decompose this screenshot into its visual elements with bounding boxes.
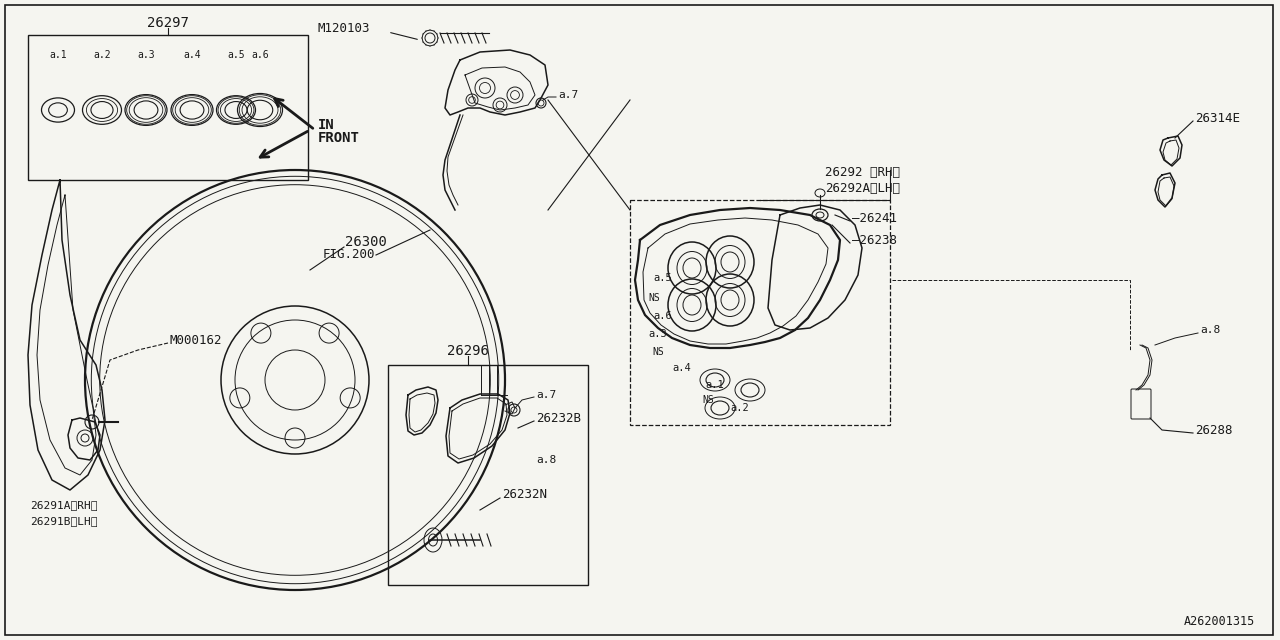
Bar	[388, 365, 588, 585]
Text: a.6: a.6	[653, 311, 672, 321]
Text: a.1: a.1	[705, 380, 723, 390]
Text: M000162: M000162	[170, 333, 223, 346]
Text: —26241: —26241	[852, 211, 897, 225]
Text: 26296: 26296	[447, 344, 489, 358]
Text: FIG.200: FIG.200	[323, 248, 375, 262]
Text: a.2: a.2	[730, 403, 749, 413]
Text: a.3: a.3	[648, 329, 667, 339]
Text: 26292 〈RH〉: 26292 〈RH〉	[826, 166, 900, 179]
Text: 26300: 26300	[346, 235, 387, 249]
Text: a.6: a.6	[251, 50, 269, 60]
Text: 26288: 26288	[1196, 424, 1233, 436]
Text: NS: NS	[701, 395, 714, 405]
Text: a.7: a.7	[558, 90, 579, 100]
Text: a.3: a.3	[137, 50, 155, 60]
Text: 26232N: 26232N	[502, 488, 547, 502]
Text: FRONT: FRONT	[317, 131, 360, 145]
Text: NS: NS	[648, 293, 659, 303]
Bar	[28, 35, 308, 180]
Text: a.8: a.8	[1201, 325, 1220, 335]
Text: IN: IN	[317, 118, 335, 132]
Text: 26291A〈RH〉: 26291A〈RH〉	[29, 500, 97, 510]
Text: a.4: a.4	[183, 50, 201, 60]
Text: 26292A〈LH〉: 26292A〈LH〉	[826, 182, 900, 195]
Text: a.7: a.7	[536, 390, 557, 400]
Text: 26314E: 26314E	[1196, 111, 1240, 125]
Text: M120103: M120103	[317, 22, 370, 35]
Text: a.4: a.4	[672, 363, 691, 373]
Text: 26291B〈LH〉: 26291B〈LH〉	[29, 516, 97, 526]
Text: 26297: 26297	[147, 16, 189, 30]
Text: 26232B: 26232B	[536, 412, 581, 424]
Text: a.1: a.1	[49, 50, 67, 60]
Text: —26238: —26238	[852, 234, 897, 246]
Bar	[630, 200, 890, 425]
Text: a.5: a.5	[653, 273, 672, 283]
Text: A262001315: A262001315	[1184, 615, 1254, 628]
Text: NS: NS	[652, 347, 664, 357]
Text: a.2: a.2	[93, 50, 111, 60]
Text: a.8: a.8	[536, 455, 557, 465]
Text: a.5: a.5	[227, 50, 244, 60]
